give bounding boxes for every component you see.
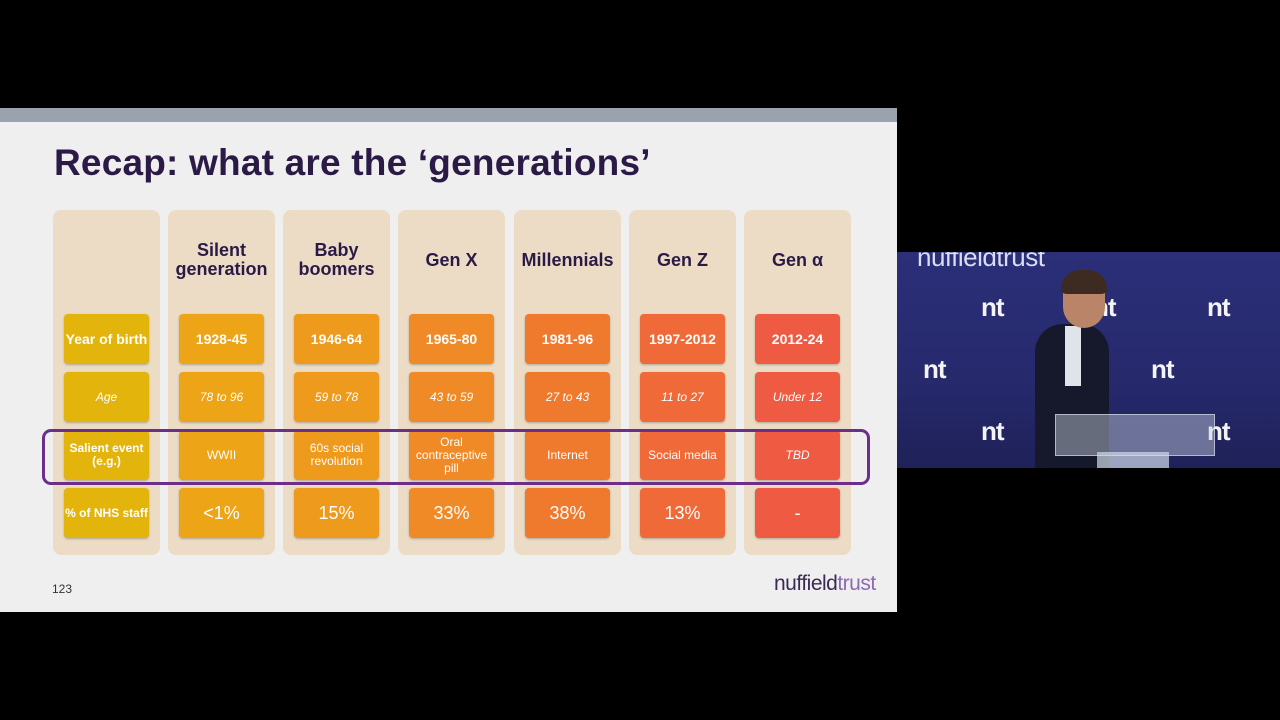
nhs-staff-percent-cell: <1% [179,488,264,538]
speaker-video-feed: nuffieldtrust nt nt nt nt nt nt nt [897,252,1280,468]
slide-number: 123 [52,582,73,596]
speaker-hair [1061,270,1107,294]
column-header: Silent generation [175,240,268,279]
slide-top-bar [0,108,897,122]
nhs-staff-percent-cell: - [755,488,840,538]
age-cell: 27 to 43 [525,372,610,422]
age-cell: 59 to 78 [294,372,379,422]
column-gen-alpha: Gen α 2012-24 Under 12 TBD - [744,210,851,555]
age-cell: 78 to 96 [179,372,264,422]
age-cell: 11 to 27 [640,372,725,422]
column-header: Baby boomers [298,240,375,279]
wall-logo: nt [1151,354,1175,384]
podium-stand [1097,452,1169,468]
wall-logo: nt [923,354,947,384]
year-of-birth-cell: 1946-64 [294,314,379,364]
salient-event-cell: Internet [525,430,610,480]
logo-part-nuffield: nuffield [774,572,838,595]
salient-event-cell: WWII [179,430,264,480]
video-banner-text: nuffieldtrust [917,252,1045,272]
column-header: Gen Z [656,249,708,270]
glass-podium [1055,414,1215,456]
salient-event-cell: TBD [755,430,840,480]
year-of-birth-cell: 1928-45 [179,314,264,364]
column-baby-boomers: Baby boomers 1946-64 59 to 78 60s social… [283,210,390,555]
nhs-staff-percent-cell: 13% [640,488,725,538]
wall-logo: nt [1207,416,1231,446]
slide-title: Recap: what are the ‘generations’ [54,142,651,183]
year-of-birth-cell: 2012-24 [755,314,840,364]
column-header: Gen X [425,249,478,270]
presentation-slide: Recap: what are the ‘generations’ Year o… [0,108,897,612]
salient-event-cell: 60s social revolution [294,430,379,480]
row-label-column: Year of birth Age Salient event (e.g.) %… [53,210,160,555]
nhs-staff-percent-cell: 33% [409,488,494,538]
wall-logo: nt [981,292,1005,322]
column-gen-x: Gen X 1965-80 43 to 59 Oral contraceptiv… [398,210,505,555]
year-of-birth-cell: 1981-96 [525,314,610,364]
nhs-staff-percent-cell: 38% [525,488,610,538]
row-label-age: Age [64,372,149,422]
year-of-birth-cell: 1997-2012 [640,314,725,364]
column-silent-generation: Silent generation 1928-45 78 to 96 WWII … [168,210,275,555]
row-label-salient-event: Salient event (e.g.) [64,430,149,480]
wall-logo: nt [981,416,1005,446]
salient-event-cell: Social media [640,430,725,480]
age-cell: 43 to 59 [409,372,494,422]
column-millennials: Millennials 1981-96 27 to 43 Internet 38… [514,210,621,555]
column-header: Millennials [521,249,614,270]
salient-event-cell: Oral contraceptive pill [409,430,494,480]
speaker-shirt [1065,326,1081,386]
age-cell: Under 12 [755,372,840,422]
row-label-year-of-birth: Year of birth [64,314,149,364]
wall-logo: nt [1207,292,1231,322]
row-label-nhs-staff: % of NHS staff [64,488,149,538]
logo-part-trust: trust [837,572,876,595]
salient-event-highlight-outline [42,429,870,485]
year-of-birth-cell: 1965-80 [409,314,494,364]
column-header: Gen α [771,249,824,270]
column-gen-z: Gen Z 1997-2012 11 to 27 Social media 13… [629,210,736,555]
nhs-staff-percent-cell: 15% [294,488,379,538]
nuffield-trust-logo: nuffieldtrust [774,572,876,596]
